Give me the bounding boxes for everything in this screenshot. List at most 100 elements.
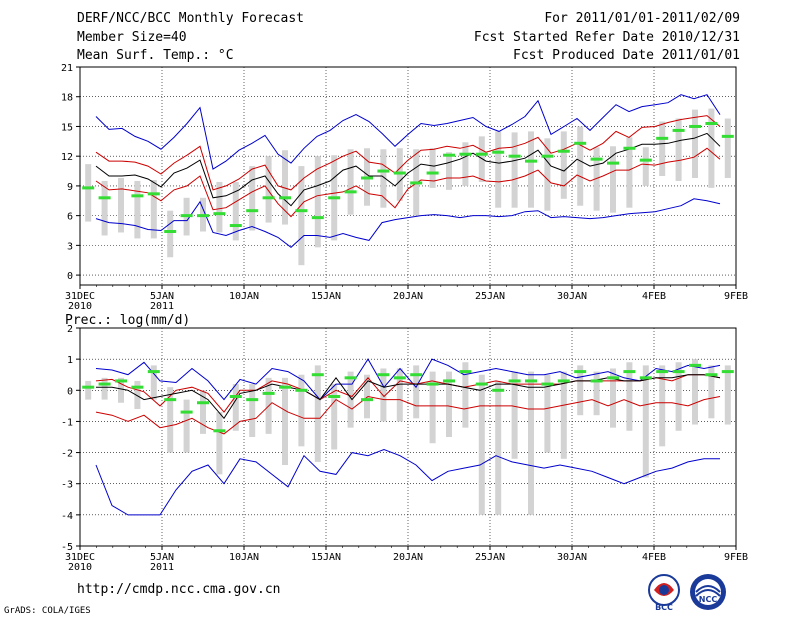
x-tick-sublabel: 2010: [68, 562, 92, 573]
chart-title: DERF/NCC/BCC Monthly Forecast: [77, 11, 304, 26]
x-tick-label: 9FEB: [724, 552, 748, 563]
spread-box: [134, 380, 141, 409]
spread-box: [692, 109, 698, 178]
spread-box: [216, 181, 223, 233]
lower-spread-line: [95, 395, 721, 435]
y-tick-label: -2: [61, 449, 73, 460]
spread-box: [511, 371, 518, 459]
bcc-logo-text: BCC: [655, 603, 673, 612]
spread-box: [495, 131, 502, 208]
spread-box: [610, 368, 616, 428]
spread-box: [232, 181, 239, 241]
spread-box: [347, 371, 354, 428]
ncc-logo: NCC: [690, 574, 726, 610]
spread-box: [511, 132, 518, 208]
y-tick-label: 3: [67, 241, 73, 252]
spread-box: [708, 365, 715, 419]
lower-spread-line: [95, 147, 721, 218]
y-tick-label: 0: [67, 271, 73, 282]
spread-box: [183, 399, 190, 453]
y-tick-label: 2: [67, 324, 73, 335]
fcst-produced-date: Fcst Produced Date 2011/01/01: [513, 48, 740, 63]
spread-box: [478, 136, 485, 182]
x-tick-label: 10JAN: [229, 552, 259, 563]
y-tick-label: -1: [61, 417, 73, 428]
spread-box: [380, 149, 387, 208]
y-tick-label: -3: [61, 480, 73, 491]
x-tick-label: 31DEC: [65, 552, 95, 563]
spread-box: [610, 146, 616, 213]
spread-box: [331, 384, 338, 450]
spread-box: [134, 180, 141, 239]
spread-box: [396, 368, 403, 422]
spread-box: [544, 374, 551, 453]
y-tick-label: 0: [67, 386, 73, 397]
spread-box: [626, 362, 633, 431]
spread-box: [314, 365, 321, 462]
spread-box: [101, 180, 108, 236]
spread-box: [298, 374, 305, 447]
spread-box: [462, 142, 469, 186]
spread-box: [659, 121, 666, 176]
x-tick-label: 10JAN: [229, 291, 259, 302]
spread-box: [232, 384, 239, 431]
x-tick-label: 20JAN: [393, 291, 423, 302]
spread-box: [462, 362, 469, 428]
x-tick-label: 15JAN: [311, 552, 341, 563]
x-tick-label: 30JAN: [557, 552, 587, 563]
spread-box: [577, 126, 584, 206]
spread-box: [85, 164, 92, 222]
x-tick-label: 9FEB: [724, 291, 748, 302]
spread-box: [446, 152, 452, 190]
spread-box: [429, 148, 436, 188]
ensemble-mean-line: [95, 132, 721, 207]
x-tick-label: 4FEB: [642, 552, 666, 563]
spread-box: [249, 166, 256, 231]
spread-box: [446, 371, 452, 437]
x-tick-sublabel: 2011: [150, 301, 174, 312]
spread-box: [724, 365, 731, 425]
spread-box: [659, 365, 666, 447]
spread-box: [150, 365, 157, 400]
spread-box: [528, 131, 534, 208]
fcst-started-date: Fcst Started Refer Date 2010/12/31: [473, 30, 740, 45]
spread-box: [560, 131, 567, 199]
spread-box: [380, 368, 387, 422]
spread-box: [560, 371, 567, 459]
bcc-logo: BCC: [648, 574, 680, 612]
spread-box: [577, 365, 584, 416]
y-tick-label: 1: [67, 355, 73, 366]
max-envelope-line: [95, 94, 721, 170]
member-size-label: Member Size=40: [77, 30, 187, 45]
grads-credit: GrADS: COLA/IGES: [4, 606, 91, 616]
x-tick-sublabel: 2011: [150, 562, 174, 573]
spread-box: [216, 412, 223, 475]
spread-box: [675, 118, 682, 181]
x-tick-label: 25JAN: [475, 291, 505, 302]
footer-url[interactable]: http://cmdp.ncc.cma.gov.cn: [77, 582, 281, 597]
y-tick-label: 15: [61, 122, 73, 133]
upper-spread-line: [95, 374, 721, 413]
spread-box: [265, 156, 272, 223]
spread-box: [626, 137, 633, 208]
spread-box: [167, 210, 174, 258]
spread-box: [593, 371, 600, 416]
spread-box: [708, 108, 715, 188]
x-tick-label: 30JAN: [557, 291, 587, 302]
x-tick-label: 5JAN: [150, 291, 174, 302]
x-tick-label: 20JAN: [393, 552, 423, 563]
x-tick-label: 25JAN: [475, 552, 505, 563]
spread-box: [495, 380, 502, 515]
spread-box: [249, 384, 256, 437]
y-tick-label: 9: [67, 182, 73, 193]
spread-box: [347, 149, 354, 215]
spread-box: [298, 166, 305, 266]
spread-box: [692, 359, 698, 425]
spread-box: [724, 118, 731, 178]
y-tick-label: 6: [67, 212, 73, 223]
x-tick-label: 31DEC: [65, 291, 95, 302]
spread-box: [200, 390, 206, 434]
y-tick-label: 21: [61, 63, 73, 74]
